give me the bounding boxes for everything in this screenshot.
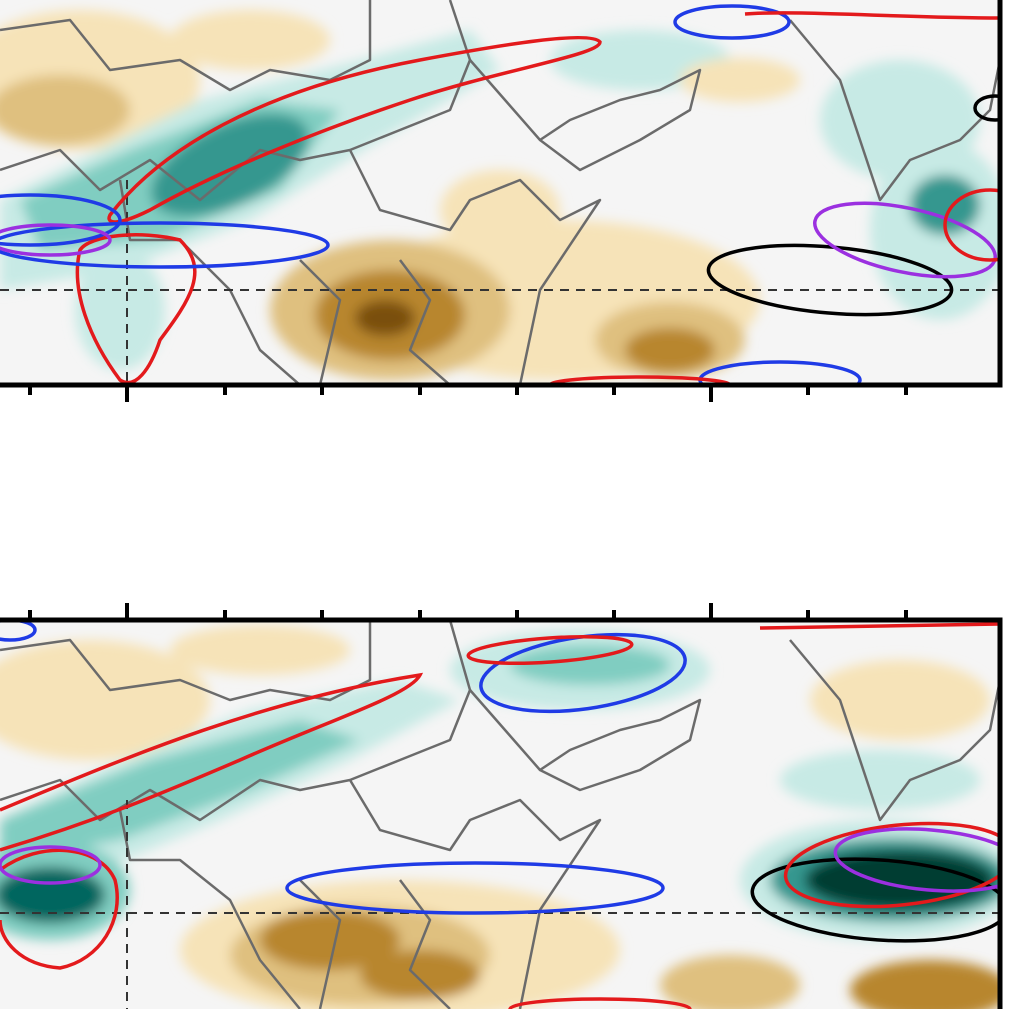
- shade: [910, 175, 980, 235]
- contour: [466, 634, 634, 666]
- border: [0, 620, 472, 822]
- shade: [680, 58, 800, 102]
- border: [0, 0, 472, 202]
- contour: [750, 857, 1000, 943]
- shade: [0, 720, 360, 860]
- shade: [260, 910, 400, 970]
- shade: [805, 850, 995, 910]
- contour: [943, 188, 1000, 262]
- shade: [151, 113, 309, 217]
- shade: [810, 660, 990, 740]
- shade: [625, 328, 715, 372]
- border: [348, 779, 602, 1009]
- shade: [355, 300, 415, 336]
- contour: [759, 622, 1000, 630]
- contour: [833, 827, 1000, 893]
- contour: [0, 672, 424, 852]
- border: [299, 879, 451, 1009]
- contour: [285, 861, 665, 915]
- shade: [440, 170, 560, 250]
- bottom-panel: [0, 620, 1000, 1009]
- panel-frame: [0, 0, 1003, 388]
- border: [469, 689, 702, 792]
- border: [118, 809, 301, 1009]
- border: [789, 639, 1000, 822]
- contour: [0, 620, 37, 642]
- borders: [0, 0, 1000, 385]
- shade: [170, 625, 350, 675]
- shade: [170, 10, 330, 70]
- border: [789, 19, 1000, 202]
- bottom-ticks: [28, 603, 908, 620]
- contour: [744, 11, 1000, 20]
- contour: [673, 4, 791, 40]
- top-panel: [0, 0, 1000, 385]
- contour: [508, 997, 692, 1009]
- shade: [360, 950, 480, 1000]
- contour: [0, 221, 330, 269]
- border: [0, 0, 372, 92]
- top-ticks: [28, 385, 908, 402]
- contour: [0, 193, 122, 247]
- border: [469, 59, 702, 172]
- shade: [780, 750, 980, 810]
- border: [348, 149, 602, 385]
- border: [299, 259, 451, 385]
- contour: [0, 223, 112, 257]
- shade: [75, 250, 165, 370]
- contour: [973, 94, 1000, 122]
- contour: [0, 848, 119, 970]
- shade: [850, 960, 1000, 1009]
- contour: [107, 35, 602, 224]
- contour: [75, 233, 197, 385]
- shade: [510, 645, 670, 685]
- shade: [0, 640, 210, 760]
- shading: [0, 10, 1000, 380]
- shade: [660, 955, 800, 1009]
- panel-frame: [0, 617, 1003, 1009]
- contour: [548, 375, 732, 385]
- shade: [0, 75, 130, 145]
- contour: [0, 845, 102, 885]
- contour: [783, 821, 1000, 909]
